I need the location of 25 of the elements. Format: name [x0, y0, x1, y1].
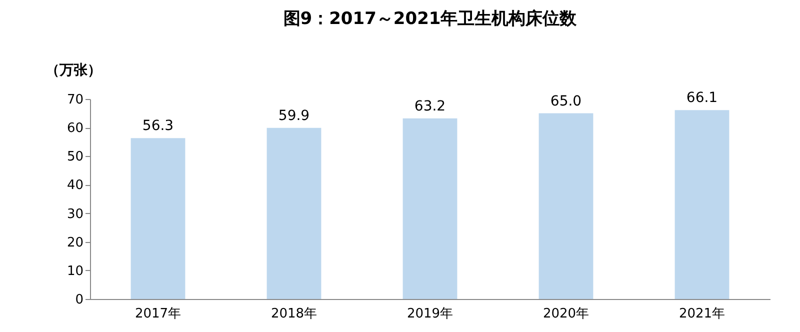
chart-title: 图9：2017～2021年卫生机构床位数 — [283, 9, 578, 29]
y-axis-title: （万张） — [46, 62, 102, 78]
bar — [538, 113, 594, 299]
data-label: 66.1 — [686, 90, 718, 106]
data-label: 65.0 — [550, 93, 582, 110]
x-tick-label: 2017年 — [134, 306, 182, 322]
data-label: 63.2 — [414, 98, 446, 114]
data-label: 56.3 — [142, 118, 174, 134]
bar — [266, 128, 322, 299]
y-tick-label: 0 — [75, 292, 84, 308]
x-tick-label: 2020年 — [542, 306, 590, 322]
y-tick-label: 10 — [66, 264, 84, 279]
y-tick-label: 20 — [66, 235, 84, 250]
data-label: 59.9 — [278, 108, 310, 124]
x-tick-label: 2019年 — [406, 306, 454, 322]
y-tick-label: 60 — [66, 121, 84, 136]
y-tick-label: 50 — [66, 150, 84, 165]
x-tick-label: 2018年 — [270, 306, 318, 322]
y-tick-label: 40 — [66, 178, 84, 194]
y-tick-label: 70 — [66, 92, 84, 108]
bar — [130, 138, 186, 299]
y-tick-label: 30 — [66, 206, 84, 222]
bar — [402, 118, 458, 299]
x-tick-label: 2021年 — [678, 306, 726, 322]
bar — [674, 110, 730, 299]
